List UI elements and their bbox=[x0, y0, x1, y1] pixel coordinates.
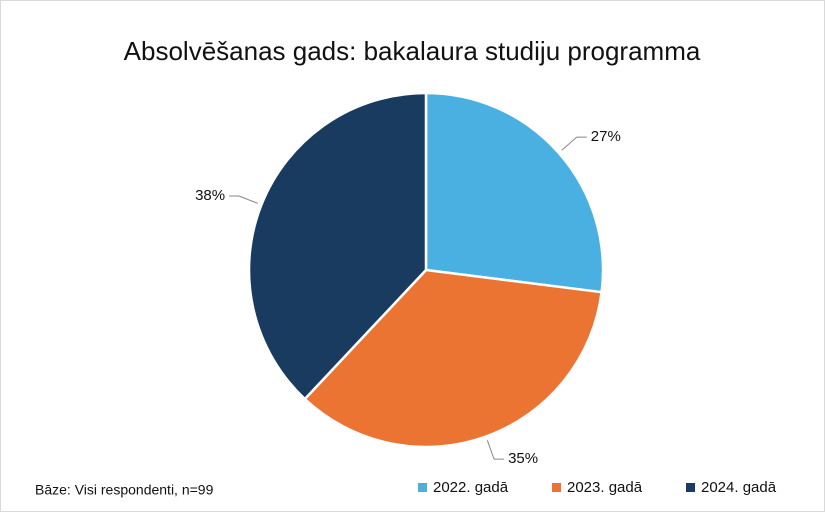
leader-line bbox=[486, 440, 505, 460]
leader-line bbox=[229, 195, 258, 204]
legend-label: 2024. gadā bbox=[701, 479, 777, 496]
pie-slice bbox=[303, 268, 604, 449]
leader-line bbox=[561, 136, 587, 151]
data-label: 38% bbox=[195, 187, 225, 204]
chart-title: Absolvēšanas gads: bakalaura studiju pro… bbox=[124, 36, 701, 66]
pie-slice bbox=[247, 91, 428, 401]
pie-slice bbox=[424, 91, 605, 294]
base-note: Bāze: Visi respondenti, n=99 bbox=[35, 482, 214, 498]
legend-label: 2022. gadā bbox=[433, 479, 509, 496]
legend-swatch bbox=[552, 483, 561, 492]
data-label: 35% bbox=[508, 450, 538, 467]
legend-label: 2023. gadā bbox=[567, 479, 643, 496]
legend-swatch bbox=[686, 483, 695, 492]
legend-swatch bbox=[418, 483, 427, 492]
data-label: 27% bbox=[591, 128, 621, 145]
